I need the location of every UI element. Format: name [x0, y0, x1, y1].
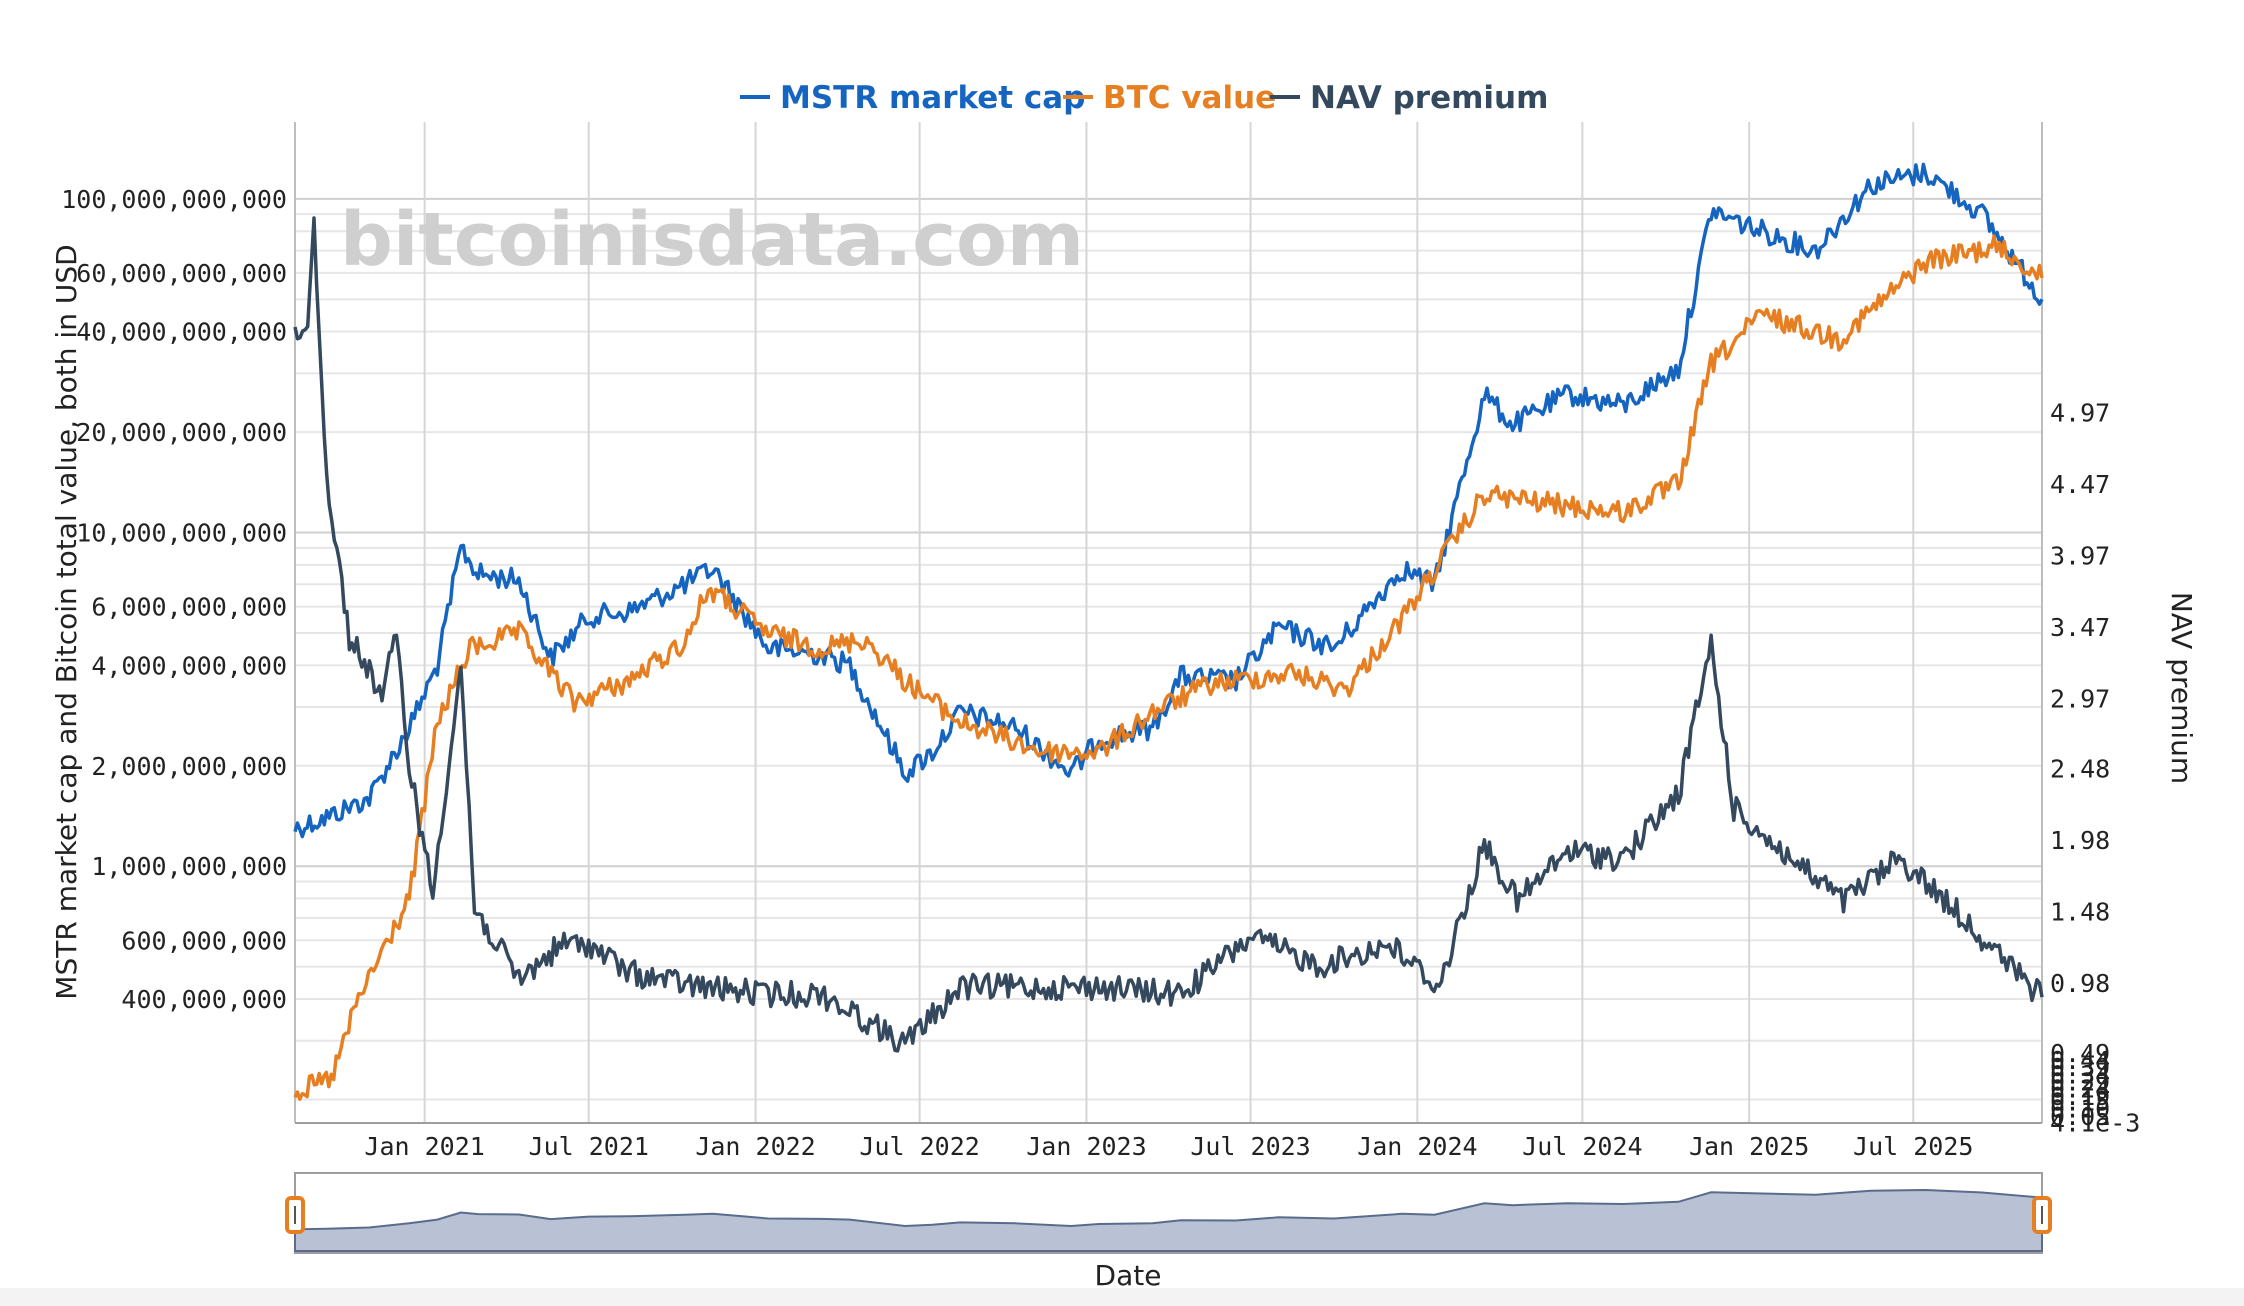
y2-tick-label: 0.10 [2050, 1095, 2110, 1124]
y-tick-label: 4,000,000,000 [91, 651, 287, 680]
y2-axis-title: NAV premium [2165, 592, 2198, 784]
series-line-mstr-market-cap [293, 162, 2044, 839]
x-axis-title: Date [1095, 1259, 1162, 1292]
y2-tick-label: 2.97 [2050, 684, 2110, 713]
y2-tick-label: 0.29 [2050, 1068, 2110, 1097]
y2-tick-label: 0.98 [2050, 969, 2110, 998]
y2-tick-label: 0.44 [2050, 1046, 2110, 1075]
y2-tick-label: 1.48 [2050, 897, 2110, 926]
y2-tick-label: 4.97 [2050, 398, 2110, 427]
y-tick-label: 600,000,000 [121, 926, 287, 955]
y-tick-label: 10,000,000,000 [76, 519, 287, 548]
y2-tick-label: 3.47 [2050, 613, 2110, 642]
y2-tick-label: 0.24 [2050, 1075, 2110, 1104]
y2-tick-label: 0.49 [2050, 1039, 2110, 1068]
y-tick-label: 100,000,000,000 [61, 185, 287, 214]
legend-item[interactable]: NAV premium [1310, 80, 1548, 116]
bottom-band [0, 1288, 2244, 1306]
x-tick-label: Jul 2021 [529, 1132, 649, 1161]
y-tick-label: 40,000,000,000 [76, 318, 287, 347]
x-tick-label: Jan 2021 [364, 1132, 484, 1161]
series-group [293, 162, 2044, 1101]
x-tick-label: Jul 2024 [1522, 1132, 1642, 1161]
x-tick-label: Jul 2025 [1853, 1132, 1973, 1161]
legend-item[interactable]: MSTR market cap [780, 80, 1085, 116]
y2-tick-label: 0.19 [2050, 1082, 2110, 1111]
tick-labels: 100,000,000,000 60,000,000,000 40,000,000,… [61, 185, 2140, 1161]
y-tick-label: 20,000,000,000 [76, 418, 287, 447]
y2-tick-label: 3.97 [2050, 541, 2110, 570]
y2-tick-label: 0.34 [2050, 1060, 2110, 1089]
x-tick-label: Jan 2023 [1026, 1132, 1146, 1161]
x-tick-label: Jan 2024 [1357, 1132, 1477, 1161]
x-tick-label: Jan 2022 [695, 1132, 815, 1161]
y2-tick-label: 4.47 [2050, 470, 2110, 499]
watermark: bitcoinisdata.com [340, 197, 1084, 283]
range-slider-area [294, 1188, 2043, 1252]
y-tick-label: 60,000,000,000 [76, 259, 287, 288]
legend-item[interactable]: BTC value [1103, 80, 1276, 116]
x-tick-label: Jan 2025 [1689, 1132, 1809, 1161]
y2-tick-label: 4.1e-3 [2050, 1108, 2140, 1137]
y-axis-title: MSTR market cap and Bitcoin total value,… [50, 244, 83, 999]
x-tick-label: Jul 2023 [1190, 1132, 1310, 1161]
y2-tick-label: 0.15 [2050, 1088, 2110, 1117]
y-tick-label: 6,000,000,000 [91, 593, 287, 622]
series-line-nav-premium [293, 216, 2044, 1053]
legend[interactable]: MSTR market cap BTC value NAV premium [740, 80, 1548, 116]
y2-tick-label: 0.39 [2050, 1053, 2110, 1082]
range-slider[interactable] [285, 1172, 2052, 1254]
y2-tick-label: 1.98 [2050, 826, 2110, 855]
series-line-btc-value [293, 234, 2044, 1101]
y2-tick-label: 0.05 [2050, 1102, 2110, 1131]
y-tick-label: 2,000,000,000 [91, 752, 287, 781]
y2-tick-label: 2.48 [2050, 754, 2110, 783]
x-tick-label: Jul 2022 [859, 1132, 979, 1161]
y-tick-label: 400,000,000 [121, 985, 287, 1014]
y-tick-label: 1,000,000,000 [91, 852, 287, 881]
